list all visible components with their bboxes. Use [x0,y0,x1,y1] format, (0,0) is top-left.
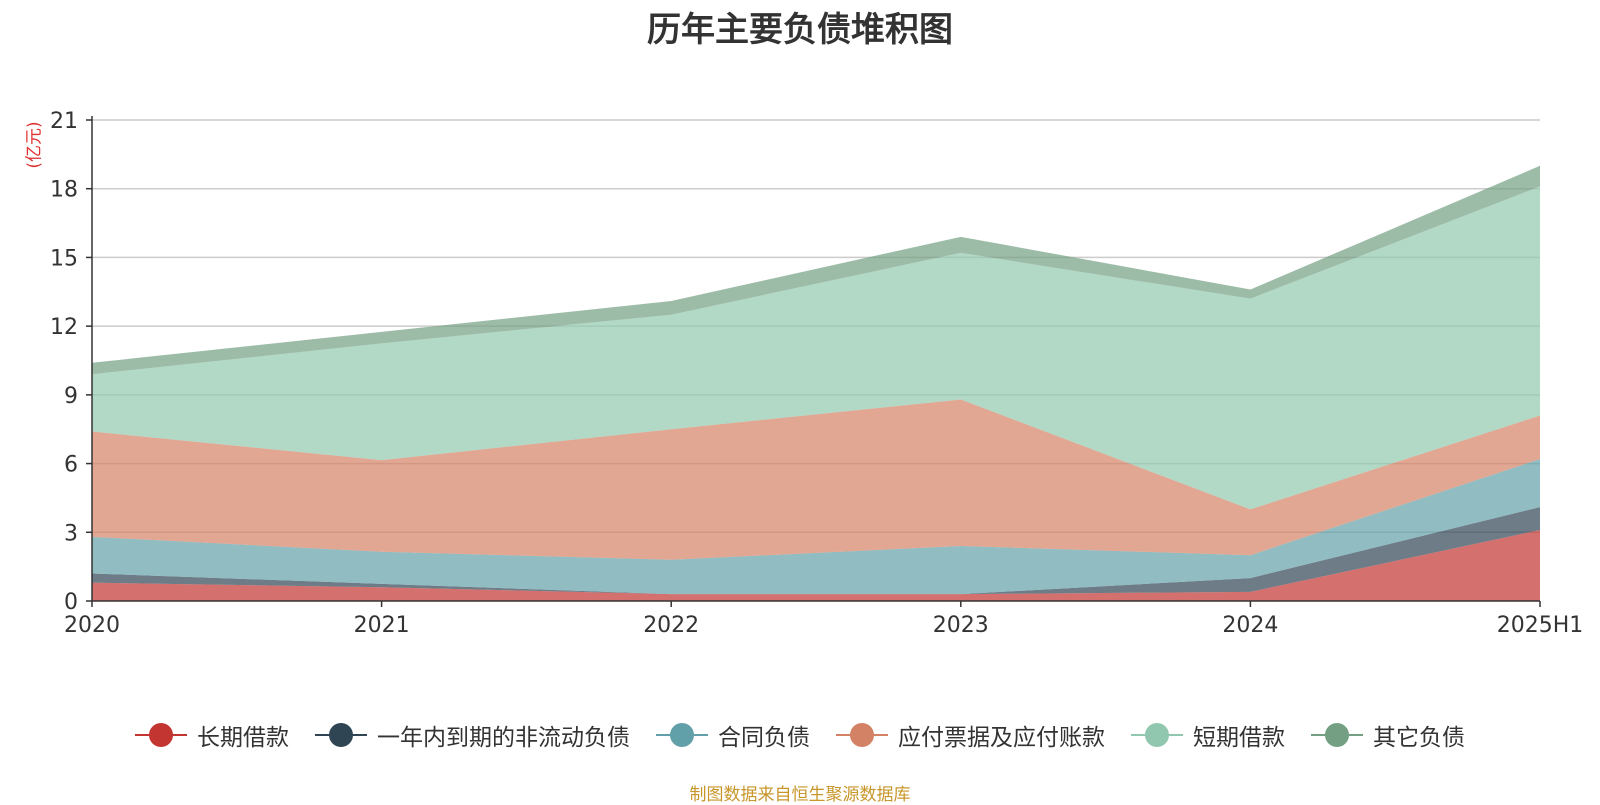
legend-label: 一年内到期的非流动负债 [377,725,630,751]
chart-legend: 长期借款 一年内到期的非流动负债 合同负债 应付票据及应付账款 短期借款 其它负债 [0,718,1600,752]
legend-item-1[interactable]: 一年内到期的非流动负债 [315,718,630,752]
area-series-4 [92,186,1540,510]
y-tick-label: 21 [50,109,78,134]
legend-marker-icon [656,722,708,748]
legend-label: 短期借款 [1193,725,1285,751]
legend-item-5[interactable]: 其它负债 [1311,718,1465,752]
y-tick-label: 15 [50,246,78,271]
legend-marker-icon [315,722,367,748]
x-tick-label: 2023 [933,613,989,638]
stacked-area-chart: 0 3 6 9 12 15 18 21 2020 2021 2022 2023 2024 2025H1 [50,109,1583,638]
y-tick-label: 18 [50,178,78,203]
legend-marker-icon [1131,722,1183,748]
x-tick-label: 2020 [64,613,120,638]
legend-marker-icon [836,722,888,748]
chart-title: 历年主要负债堆积图 [647,10,953,50]
legend-marker-icon [135,722,187,748]
x-tick-label: 2025H1 [1497,613,1584,638]
legend-item-4[interactable]: 短期借款 [1131,718,1285,752]
x-tick-label: 2024 [1222,613,1278,638]
y-tick-label: 9 [64,384,78,409]
axes: 0 3 6 9 12 15 18 21 2020 2021 2022 2023 2024 2025H1 [50,109,1583,638]
legend-item-0[interactable]: 长期借款 [135,718,289,752]
legend-marker-icon [1311,722,1363,748]
legend-label: 应付票据及应付账款 [898,725,1105,751]
legend-item-3[interactable]: 应付票据及应付账款 [836,718,1105,752]
area-series-group [92,165,1540,601]
legend-item-2[interactable]: 合同负债 [656,718,810,752]
area-series-0 [92,529,1540,601]
y-tick-label: 0 [64,590,78,615]
legend-label: 长期借款 [197,725,289,751]
data-source-note: 制图数据来自恒生聚源数据库 [689,785,911,805]
area-series-2 [92,458,1540,595]
area-series-3 [92,399,1540,560]
y-tick-label: 3 [64,521,78,546]
x-tick-label: 2022 [643,613,699,638]
y-tick-label: 12 [50,315,78,340]
area-series-5 [92,165,1540,375]
y-tick-label: 6 [64,453,78,478]
legend-label: 其它负债 [1373,725,1465,751]
x-tick-label: 2021 [354,613,410,638]
legend-label: 合同负债 [718,725,810,751]
